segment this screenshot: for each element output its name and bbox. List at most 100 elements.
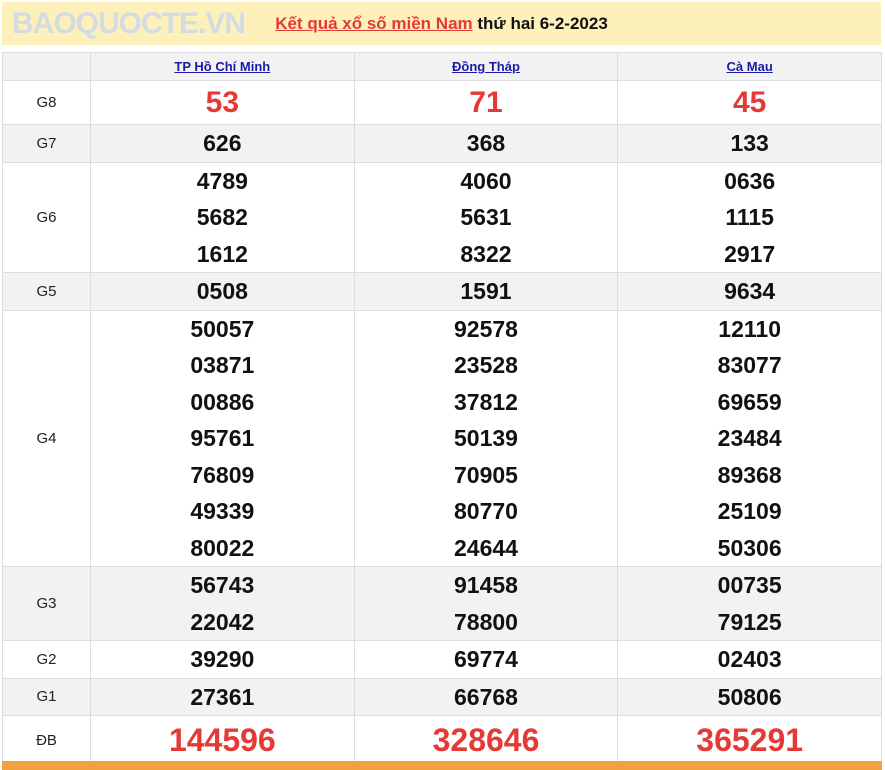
prize-number: 00886 (190, 388, 255, 415)
prize-label: ĐB (2, 715, 91, 765)
prize-number: 1612 (196, 240, 248, 267)
prize-row: G6 4789 5682 1612 4060 5631 8322 0636 1115 2917 (2, 161, 882, 273)
prize-cell: 27361 (90, 677, 355, 716)
prize-row: G8 53 71 45 (2, 80, 882, 125)
prize-number: 92578 (454, 315, 518, 342)
prize-number: 9634 (724, 278, 776, 304)
prize-label: G5 (2, 272, 91, 311)
prize-number: 80770 (454, 498, 518, 524)
prize-row: G7 626 368 133 (2, 124, 882, 163)
prize-cell: 368 (353, 124, 619, 163)
province-link[interactable]: Đồng Tháp (452, 59, 520, 74)
prize-number: 365291 (696, 722, 804, 758)
prize-number: 76809 (190, 461, 255, 488)
prize-cell: 50806 (617, 677, 882, 716)
prize-number: 0508 (196, 278, 248, 304)
prize-number: 22042 (190, 608, 255, 635)
prize-number: 89368 (717, 461, 782, 488)
prize-number: 69659 (717, 388, 782, 415)
prize-number: 53 (205, 86, 240, 119)
prize-cell: 365291 (617, 715, 882, 765)
prize-number: 5682 (196, 204, 248, 230)
prize-number: 50139 (454, 425, 518, 451)
prize-number: 50806 (717, 683, 782, 710)
prize-label: G6 (2, 161, 91, 273)
prize-cell: 00735 79125 (617, 566, 882, 641)
prize-number: 23528 (454, 352, 518, 378)
province-header: Cà Mau (617, 52, 882, 81)
prize-number: 4789 (196, 167, 248, 194)
title-link[interactable]: Kết quả xổ số miền Nam (275, 14, 473, 33)
prize-number: 2917 (724, 240, 776, 267)
prize-cell: 66768 (353, 677, 619, 716)
province-header: Đồng Tháp (353, 52, 619, 81)
prize-number: 1591 (460, 278, 512, 304)
prize-cell: 133 (617, 124, 882, 163)
prize-cell: 39290 (90, 640, 355, 679)
prize-cell: 69774 (353, 640, 619, 679)
prize-number: 368 (466, 130, 506, 156)
prize-number: 03871 (190, 352, 255, 378)
prize-number: 91458 (454, 572, 518, 598)
prize-number: 50057 (190, 315, 255, 342)
prize-number: 69774 (454, 646, 518, 672)
footer-bar (2, 761, 882, 770)
prize-number: 8322 (460, 240, 512, 267)
prize-number: 12110 (718, 315, 781, 342)
prize-row: G2 39290 69774 02403 (2, 640, 882, 679)
prize-cell: 1591 (353, 272, 619, 311)
prize-number: 626 (203, 130, 242, 156)
prize-number: 133 (730, 130, 769, 156)
prize-row: ĐB 144596 328646 365291 (2, 715, 882, 765)
prize-number: 144596 (168, 722, 276, 758)
prize-label: G7 (2, 124, 91, 163)
prize-number: 45 (732, 86, 767, 119)
prize-number: 4060 (460, 167, 512, 194)
prize-number: 70905 (454, 461, 518, 488)
prize-number: 0636 (724, 167, 776, 194)
prize-label: G4 (2, 309, 91, 567)
prize-cell: 12110 83077 69659 23484 89368 25109 50306 (617, 309, 882, 567)
prize-number: 50306 (717, 534, 782, 561)
prize-cell: 92578 23528 37812 50139 70905 80770 24644 (353, 309, 619, 567)
prize-number: 25109 (717, 498, 782, 524)
prize-number: 23484 (717, 425, 782, 451)
province-link[interactable]: Cà Mau (726, 59, 773, 74)
prize-label: G8 (2, 80, 91, 125)
prize-number: 49339 (190, 498, 255, 524)
prize-row: G5 0508 1591 9634 (2, 272, 882, 311)
prize-label: G1 (2, 677, 91, 716)
page-title: Kết quả xổ số miền Nam thứ hai 6-2-2023 (2, 2, 881, 45)
prize-number: 78800 (454, 608, 518, 635)
prize-cell: 4060 5631 8322 (353, 161, 619, 273)
prize-cell: 91458 78800 (353, 566, 619, 641)
prize-number: 37812 (454, 388, 518, 415)
prize-cell: 144596 (90, 715, 355, 765)
prize-cell: 45 (617, 80, 882, 125)
results-table: TP Hồ Chí Minh Đồng Tháp Cà Mau G8 53 71 45… (2, 52, 882, 765)
prize-row: G3 56743 22042 91458 78800 00735 79125 (2, 566, 882, 641)
prize-number: 80022 (190, 534, 255, 561)
prize-number: 27361 (190, 683, 255, 710)
prize-cell: 71 (353, 80, 619, 125)
prize-row: G1 27361 66768 50806 (2, 677, 882, 716)
province-link[interactable]: TP Hồ Chí Minh (174, 59, 271, 74)
prize-number: 5631 (460, 204, 512, 230)
corner-cell (2, 52, 91, 81)
prize-number: 79125 (717, 608, 782, 635)
title-date: thứ hai 6-2-2023 (472, 14, 608, 33)
prize-label: G3 (2, 566, 91, 641)
prize-cell: 02403 (617, 640, 882, 679)
prize-cell: 9634 (617, 272, 882, 311)
prize-number: 83077 (717, 352, 782, 378)
prize-cell: 0636 1115 2917 (617, 161, 882, 273)
prize-cell: 4789 5682 1612 (90, 161, 355, 273)
prize-cell: 328646 (353, 715, 619, 765)
prize-number: 02403 (717, 646, 782, 672)
prize-number: 1115 (725, 204, 774, 230)
prize-number: 39290 (190, 646, 255, 672)
prize-cell: 56743 22042 (90, 566, 355, 641)
prize-number: 56743 (190, 572, 255, 598)
prize-number: 328646 (432, 722, 540, 758)
province-header: TP Hồ Chí Minh (90, 52, 355, 81)
